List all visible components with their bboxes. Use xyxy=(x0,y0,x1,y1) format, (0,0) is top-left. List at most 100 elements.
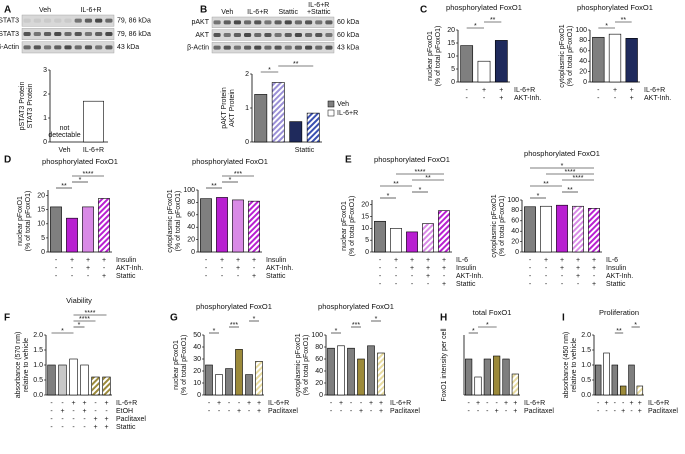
condition-sign: + xyxy=(499,87,503,94)
significance-label: * xyxy=(634,322,637,329)
blot-size-label: 60 kDa xyxy=(337,32,359,39)
y-tick-label: 80 xyxy=(315,344,323,351)
bar xyxy=(494,40,508,83)
y-tick-label: 20 xyxy=(193,368,201,375)
condition-sign: - xyxy=(614,95,617,102)
panel-label: A xyxy=(4,5,11,16)
blot-band xyxy=(294,33,302,37)
y-axis-label: nuclear pFoxO1 xyxy=(341,201,348,251)
condition-sign: - xyxy=(561,281,564,288)
blot-band xyxy=(43,32,52,36)
y-axis-label: cytoplasmic pFoxO1 xyxy=(491,194,498,258)
significance-label: *** xyxy=(230,322,238,329)
blot-column-label: IL-6+R xyxy=(247,9,268,16)
condition-sign: + xyxy=(576,273,580,280)
condition-sign: - xyxy=(597,408,600,415)
chart-title: phosphorylated FoxO1 xyxy=(192,157,268,166)
bar xyxy=(592,36,605,83)
y-tick-label: 10 xyxy=(361,225,369,232)
condition-name: IL-6+R xyxy=(644,87,665,94)
condition-name: IL-6+R xyxy=(390,400,411,407)
condition-sign: - xyxy=(370,408,373,415)
condition-sign: - xyxy=(238,400,241,407)
y-tick-label: 0.0 xyxy=(581,392,591,399)
blot-band xyxy=(274,45,282,50)
condition-name: Insulin xyxy=(606,265,626,272)
bar xyxy=(69,358,78,396)
y-tick-label: 60 xyxy=(511,218,519,225)
significance-label: * xyxy=(537,193,540,200)
condition-sign: - xyxy=(443,273,446,280)
condition-sign: + xyxy=(426,265,430,272)
blot-band xyxy=(284,33,292,37)
bar xyxy=(540,205,552,253)
bar xyxy=(474,376,482,396)
significance-label: * xyxy=(561,163,564,170)
y-axis-label: cytoplasmic pFoxO1 xyxy=(295,333,302,397)
condition-sign: + xyxy=(237,408,241,415)
condition-sign: + xyxy=(621,408,625,415)
blot-band xyxy=(294,20,302,25)
legend-label: Veh xyxy=(337,101,349,108)
significance-label: **** xyxy=(565,169,576,176)
condition-sign: - xyxy=(561,273,564,280)
y-tick-label: 80 xyxy=(187,199,195,206)
y-tick-label: 10 xyxy=(37,221,45,228)
condition-sign: - xyxy=(597,400,600,407)
blot-band xyxy=(233,45,241,50)
significance-label: * xyxy=(253,316,256,323)
condition-sign: - xyxy=(72,408,75,415)
blot-band xyxy=(325,45,333,50)
condition-sign: + xyxy=(217,400,221,407)
condition-sign: + xyxy=(576,257,580,264)
panel-label: E xyxy=(345,155,352,166)
y-tick-label: 5 xyxy=(451,66,455,73)
condition-sign: + xyxy=(71,400,75,407)
blot-row-label: pSTAT3 xyxy=(0,18,19,25)
bar xyxy=(628,364,635,396)
y-tick-label: 0.0 xyxy=(33,392,43,399)
condition-sign: - xyxy=(395,265,398,272)
condition-sign: - xyxy=(395,281,398,288)
bar xyxy=(66,217,78,253)
condition-sign: + xyxy=(93,424,97,431)
y-axis-label: relative to vehicle xyxy=(23,338,30,392)
y-axis-label: (% of total pFoxO1) xyxy=(303,335,310,396)
blot-band xyxy=(254,20,262,25)
significance-label: ** xyxy=(567,187,573,194)
blot-band xyxy=(33,45,41,50)
significance-label: ** xyxy=(490,17,496,24)
blot-column-label: IL-6+R xyxy=(308,2,329,9)
panel-label: B xyxy=(200,5,207,16)
note: not xyxy=(60,125,70,132)
bar xyxy=(91,376,100,396)
condition-sign: + xyxy=(604,400,608,407)
condition-sign: - xyxy=(55,257,58,264)
blot-band xyxy=(213,20,221,25)
condition-sign: + xyxy=(104,424,108,431)
condition-sign: + xyxy=(82,408,86,415)
y-tick-label: 20 xyxy=(579,68,587,75)
blot-row-label: STAT3 xyxy=(0,31,19,38)
y-axis-label: cytoplasmic pFoxO1 xyxy=(559,24,566,88)
y-tick-label: 60 xyxy=(579,48,587,55)
condition-sign: - xyxy=(605,408,608,415)
condition-sign: - xyxy=(221,265,224,272)
condition-sign: - xyxy=(529,281,532,288)
significance-label: ** xyxy=(211,183,217,190)
condition-sign: - xyxy=(350,400,353,407)
condition-sign: + xyxy=(257,400,261,407)
bar xyxy=(422,223,434,253)
condition-name: Stattic xyxy=(456,281,476,288)
condition-sign: - xyxy=(253,265,256,272)
y-tick-label: 20 xyxy=(361,202,369,209)
significance-label: **** xyxy=(415,169,426,176)
condition-sign: + xyxy=(379,408,383,415)
y-tick-label: 0 xyxy=(319,392,323,399)
y-axis-label: (% of total pFoxO1) xyxy=(435,26,442,87)
condition-sign: - xyxy=(597,95,600,102)
significance-label: * xyxy=(229,177,232,184)
condition-name: AKT-Inh. xyxy=(116,265,143,272)
condition-sign: - xyxy=(50,400,53,407)
bar xyxy=(556,204,568,253)
